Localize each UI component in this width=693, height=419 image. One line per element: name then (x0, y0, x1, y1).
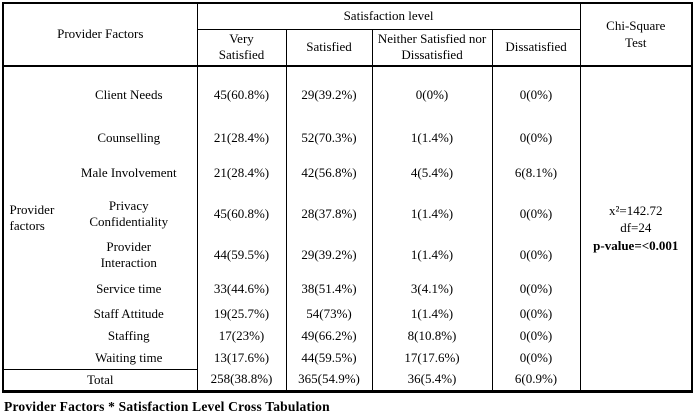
table-caption: Provider Factors * Satisfaction Level Cr… (4, 398, 330, 414)
data-cell: 44(59.5%) (197, 234, 287, 276)
data-cell: 1(1.4%) (372, 302, 493, 325)
row-label: Staffing (61, 325, 198, 347)
header-chi-square-test: Chi-Square Test (580, 3, 693, 67)
row-label-text: Staff Attitude (93, 305, 164, 321)
side-label-provider-factors: Provider factors (3, 66, 61, 369)
header-col-very-satisfied-label: Very Satisfied (218, 31, 265, 63)
total-cell: 258(38.8%) (197, 369, 287, 391)
data-cell: 21(28.4%) (197, 153, 287, 193)
header-col-satisfied: Satisfied (286, 29, 373, 67)
row-label: Staff Attitude (61, 302, 198, 325)
data-cell: 21(28.4%) (197, 123, 287, 153)
data-cell: 33(44.6%) (197, 276, 287, 302)
cross-tabulation-table: Provider Factors Satisfaction level Chi-… (2, 2, 693, 393)
p-value: p-value=<0.001 (593, 238, 679, 254)
data-cell: 0(0%) (492, 325, 581, 347)
header-col-neither-label: Neither Satisfied nor Dissatisfied (377, 31, 487, 63)
data-cell: 0(0%) (372, 66, 493, 123)
data-cell: 44(59.5%) (286, 347, 373, 369)
table-row: Staffing 17(23%) 49(66.2%) 8(10.8%) 0(0%… (3, 325, 692, 347)
table-row: Service time 33(44.6%) 38(51.4%) 3(4.1%)… (3, 276, 692, 302)
data-cell: 13(17.6%) (197, 347, 287, 369)
data-cell: 19(25.7%) (197, 302, 287, 325)
data-cell: 42(56.8%) (286, 153, 373, 193)
row-label: Male Involvement (61, 153, 198, 193)
data-cell: 45(60.8%) (197, 193, 287, 234)
total-cell: 365(54.9%) (286, 369, 373, 391)
side-label-text: Provider factors (9, 201, 55, 233)
header-provider-factors: Provider Factors (3, 3, 198, 67)
row-label: Provider Interaction (61, 234, 198, 276)
header-col-dissatisfied: Dissatisfied (492, 29, 581, 67)
data-cell: 3(4.1%) (372, 276, 493, 302)
data-cell: 0(0%) (492, 193, 581, 234)
data-cell: 29(39.2%) (286, 66, 373, 123)
table-row: Waiting time 13(17.6%) 44(59.5%) 17(17.6… (3, 347, 692, 369)
table-row: Privacy Confidentiality 45(60.8%) 28(37.… (3, 193, 692, 234)
data-cell: 28(37.8%) (286, 193, 373, 234)
table-row: Provider Interaction 44(59.5%) 29(39.2%)… (3, 234, 692, 276)
row-label: Privacy Confidentiality (61, 193, 198, 234)
data-cell: 49(66.2%) (286, 325, 373, 347)
chi-square-stats-cell: x²=142.72 df=24 p-value=<0.001 (580, 66, 692, 391)
header-col-neither: Neither Satisfied nor Dissatisfied (372, 29, 493, 67)
data-cell: 0(0%) (492, 276, 581, 302)
header-satisfaction-level: Satisfaction level (197, 3, 581, 30)
chi-square-value: x²=142.72 (609, 202, 663, 218)
row-label-text: Male Involvement (80, 165, 177, 181)
data-cell: 4(5.4%) (372, 153, 493, 193)
row-label-text: Waiting time (95, 349, 163, 365)
row-label-text: Counselling (97, 130, 161, 146)
data-cell: 0(0%) (492, 234, 581, 276)
header-chi-square-test-label: Chi-Square Test (606, 18, 666, 50)
data-cell: 54(73%) (286, 302, 373, 325)
row-label-text: Staffing (107, 328, 150, 344)
row-label-text: Service time (96, 281, 162, 297)
data-cell: 0(0%) (492, 302, 581, 325)
data-cell: 0(0%) (492, 66, 581, 123)
row-label-text: Provider Interaction (100, 239, 157, 270)
data-cell: 1(1.4%) (372, 193, 493, 234)
data-cell: 1(1.4%) (372, 234, 493, 276)
data-cell: 6(8.1%) (492, 153, 581, 193)
header-col-very-satisfied: Very Satisfied (197, 29, 287, 67)
row-label-text: Privacy Confidentiality (89, 197, 169, 229)
table-row: Provider factors Client Needs 45(60.8%) … (3, 66, 692, 253)
table-row: Counselling 21(28.4%) 52(70.3%) 1(1.4%) … (3, 123, 692, 153)
degrees-of-freedom: df=24 (620, 220, 652, 236)
data-cell: 17(23%) (197, 325, 287, 347)
row-label: Counselling (61, 123, 198, 153)
data-cell: 52(70.3%) (286, 123, 373, 153)
total-cell: 36(5.4%) (372, 369, 493, 391)
table-row: Staff Attitude 19(25.7%) 54(73%) 1(1.4%)… (3, 302, 692, 325)
data-cell: 8(10.8%) (372, 325, 493, 347)
data-cell: 45(60.8%) (197, 66, 287, 123)
data-cell: 29(39.2%) (286, 234, 373, 276)
row-label-text: Client Needs (95, 87, 163, 103)
data-cell: 0(0%) (492, 123, 581, 153)
table-row: Male Involvement 21(28.4%) 42(56.8%) 4(5… (3, 153, 692, 193)
row-label: Service time (61, 276, 198, 302)
total-cell: 6(0.9%) (492, 369, 581, 391)
data-cell: 17(17.6%) (372, 347, 493, 369)
row-label: Client Needs (61, 66, 198, 123)
row-label: Waiting time (61, 347, 198, 369)
data-cell: 38(51.4%) (286, 276, 373, 302)
data-cell: 0(0%) (492, 347, 581, 369)
total-label: Total (3, 368, 198, 391)
data-cell: 1(1.4%) (372, 123, 493, 153)
total-row: Total 258(38.8%) 365(54.9%) 36(5.4%) 6(0… (3, 368, 692, 391)
